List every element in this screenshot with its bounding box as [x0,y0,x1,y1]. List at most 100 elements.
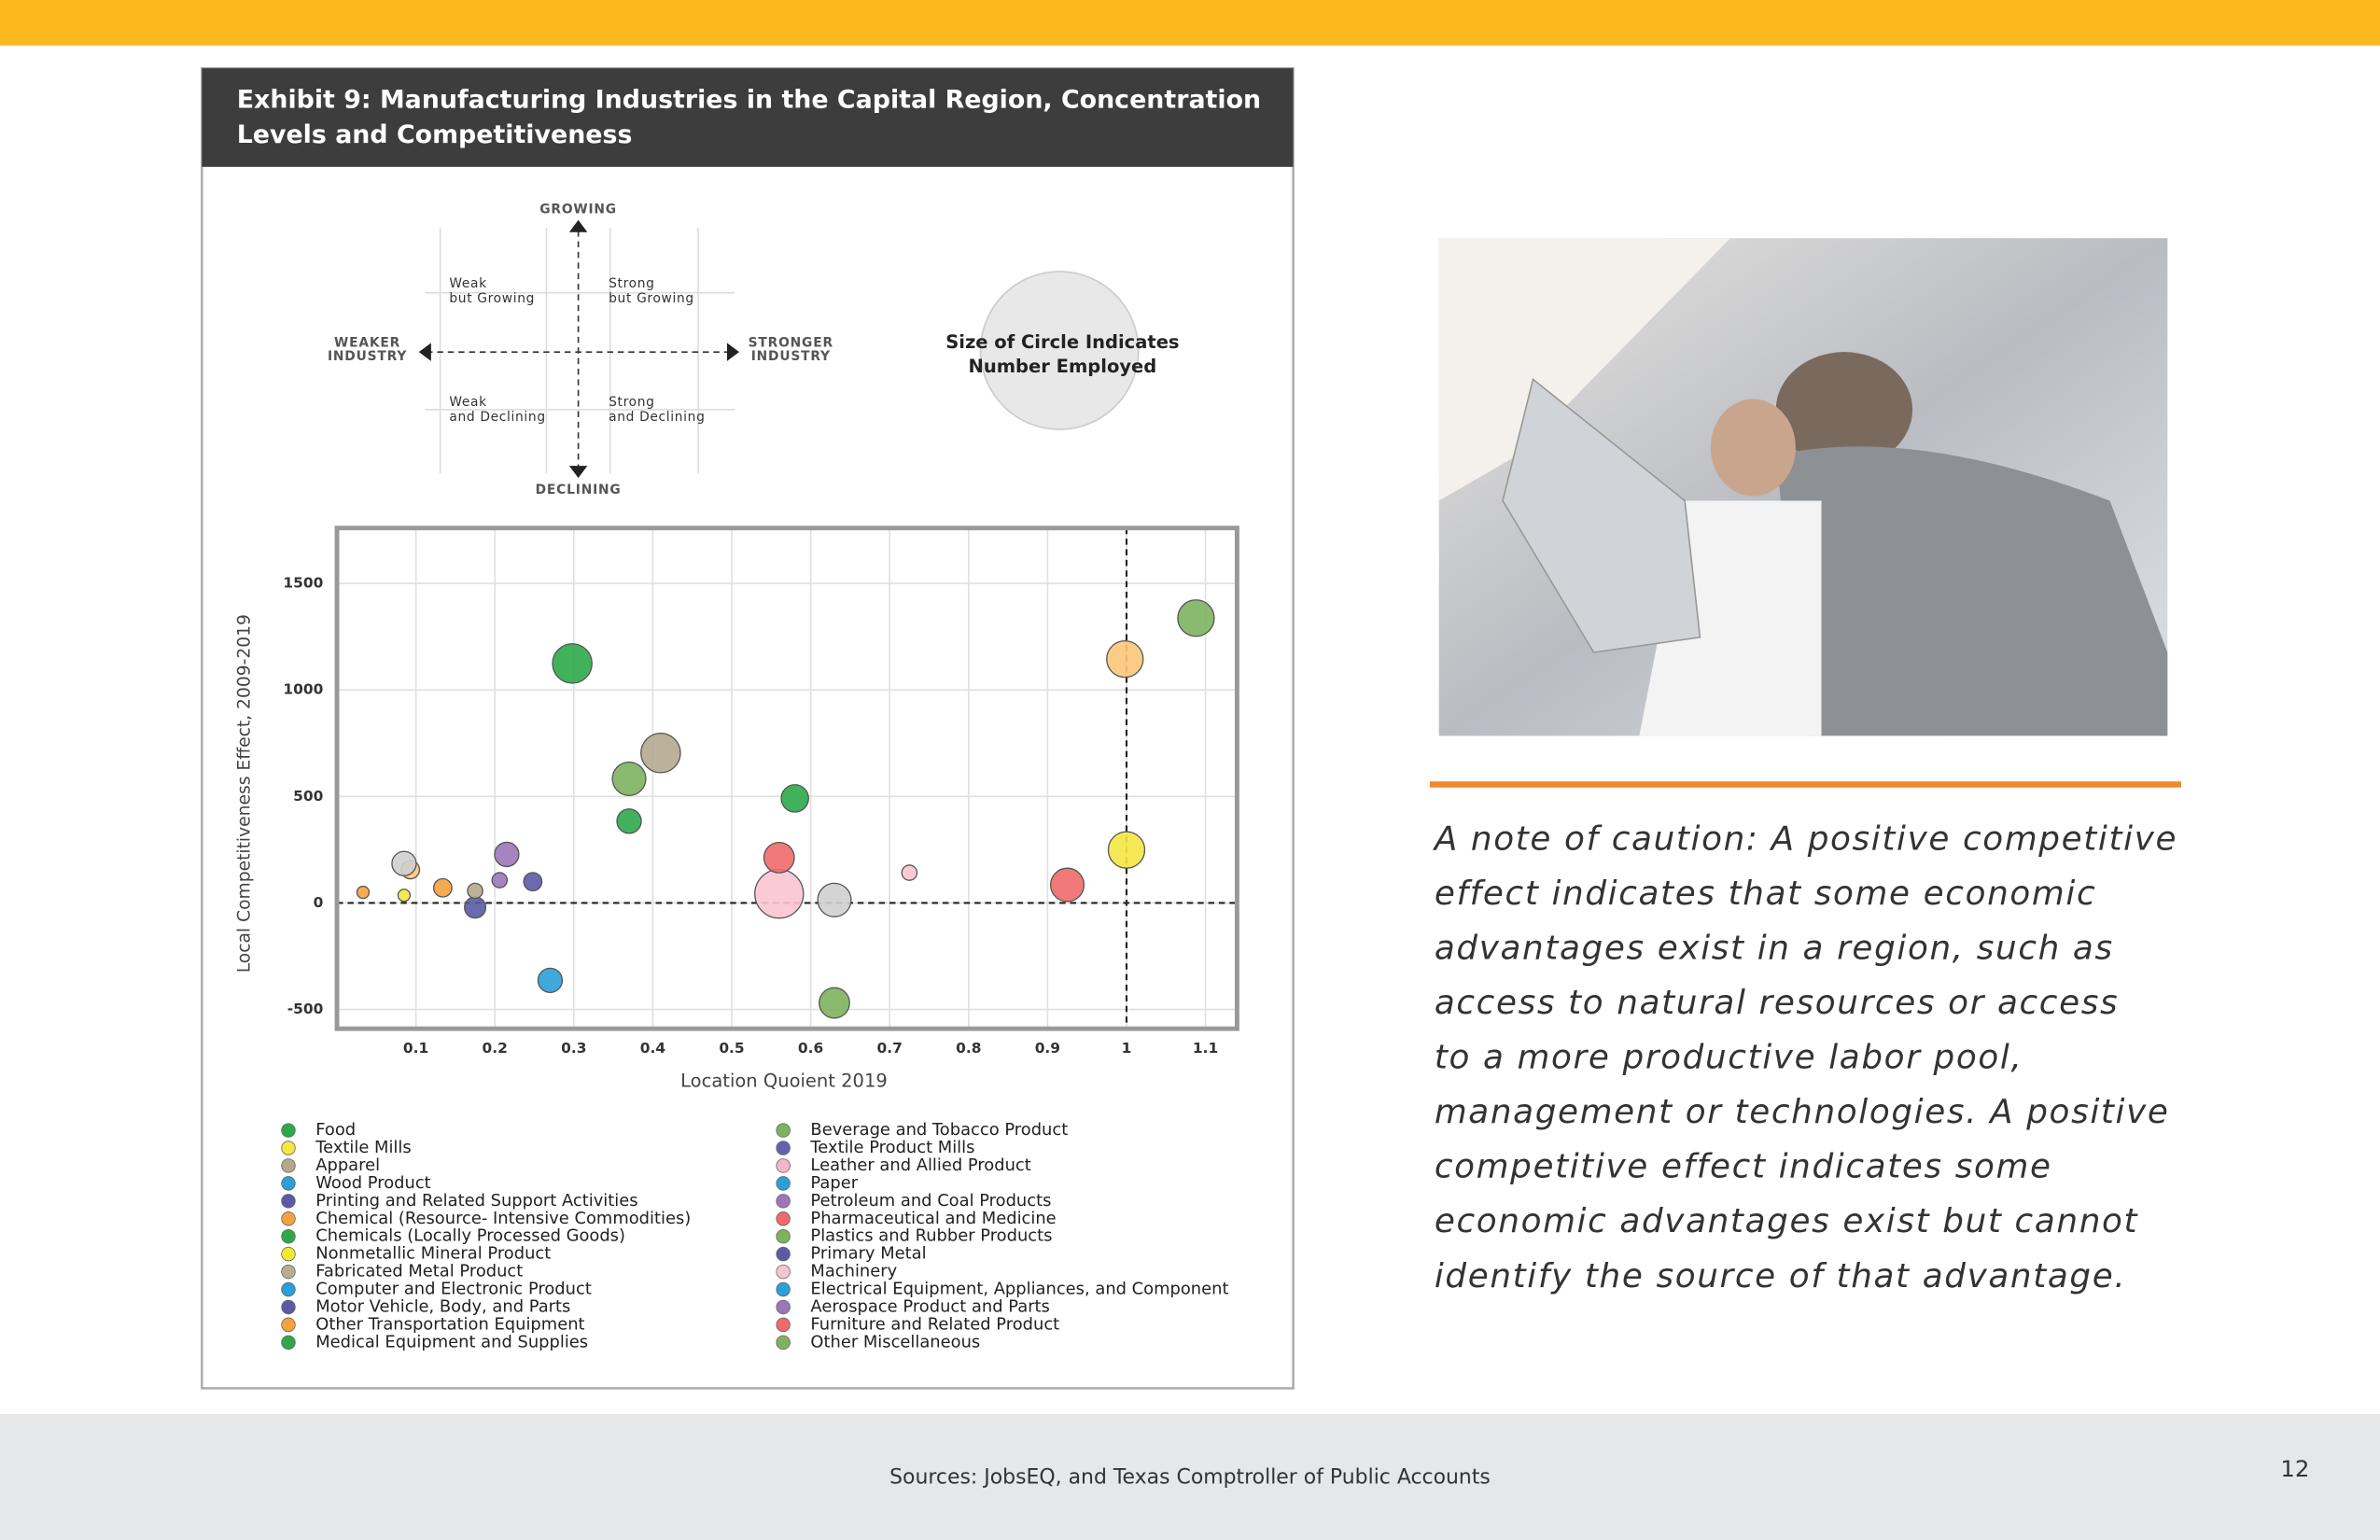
exhibit-panel [201,66,1295,1390]
note-line: identify the source of that advantage. [1435,1257,2127,1295]
legend-swatch [776,1228,791,1244]
x-tick-label: 0.5 [719,1040,744,1057]
legend-label: Computer and Electronic Product [315,1280,592,1299]
legend-label: Paper [810,1173,858,1193]
x-tick-label: 1 [1122,1040,1132,1057]
bubble [464,896,487,919]
key-label: WEAKER [334,335,400,350]
legend-label: Primary Metal [810,1244,926,1264]
legend-label: Other Transportation Equipment [315,1314,584,1334]
plot-frame [334,525,1239,1031]
x-tick-label: 0.1 [403,1040,428,1057]
legend-swatch [776,1176,791,1191]
bubble [817,882,852,917]
quadrant-label: and Declining [609,410,705,425]
legend-label: Textile Product Mills [809,1138,974,1157]
footer-bar [0,1414,2380,1540]
quadrant-key [418,219,739,479]
note-line: management or technologies. A positive [1435,1093,2170,1131]
bubble [1106,639,1144,679]
photo-figure [1775,446,2168,736]
photo-figure [1775,352,1913,468]
x-axis-title: Location Quoient 2019 [680,1071,888,1092]
bubble [780,784,809,813]
size-key-label: Number Employed [969,356,1157,377]
legend-swatch [281,1264,296,1280]
legend-label: Medical Equipment and Supplies [315,1332,588,1351]
bubble [552,643,593,684]
legend-label: Fabricated Metal Product [315,1262,523,1281]
note-line: advantages exist in a region, such as [1435,930,2114,968]
legend-swatch [776,1281,791,1297]
legend-label: Motor Vehicle, Body, and Parts [315,1296,570,1316]
note-line: to a more productive labor pool, [1435,1039,2023,1077]
bubble [467,882,483,900]
bubble [432,877,453,898]
legend-label: Electrical Equipment, Appliances, and Co… [810,1280,1228,1299]
bubble [1049,867,1085,903]
bubble [754,869,805,919]
x-tick-label: 0.8 [956,1040,981,1057]
y-axis-title: Local Competitiveness Effect, 2009-2019 [234,614,254,973]
legend-swatch [281,1158,296,1173]
quadrant-label: Weak [449,395,486,410]
bubble [616,808,642,834]
legend-label: Food [315,1120,356,1140]
legend-swatch [281,1246,296,1262]
x-tick-label: 0.4 [640,1040,666,1057]
size-key-label: Size of Circle Indicates [945,331,1179,353]
bubble [391,850,417,876]
legend-swatch [776,1317,791,1333]
note-line: competitive effect indicates some [1435,1148,2052,1186]
legend-label: Other Miscellaneous [810,1332,980,1351]
bubble [537,967,564,994]
legend-swatch [281,1123,296,1138]
exhibit-header [202,68,1294,167]
legend-swatch [281,1228,296,1244]
legend-swatch [281,1299,296,1315]
source-note: Sources: JobsEQ, and Texas Comptroller o… [889,1465,1491,1489]
quadrant-label: Strong [609,395,654,410]
key-label: INDUSTRY [328,349,407,364]
legend-label: Pharmaceutical and Medicine [810,1209,1056,1228]
legend-swatch [776,1123,791,1138]
legend-swatch [776,1158,791,1173]
y-tick-label: 500 [293,788,323,805]
bubble [611,761,647,796]
x-tick-label: 0.7 [877,1040,903,1057]
x-tick-label: 0.3 [561,1040,586,1057]
title-box: Exhibit 9: Manufacturing Industries in t… [236,85,1262,149]
note: A note of caution: A positive competitiv… [1433,820,2177,1295]
note-line: access to natural resources or access [1435,984,2119,1022]
legend-label: Wood Product [315,1173,430,1193]
y-tick-label: 1500 [283,575,323,592]
note-line: effect indicates that some economic [1435,875,2096,913]
quadrant-label: but Growing [449,291,535,306]
legend-label: Textile Mills [315,1138,411,1157]
bubble [491,872,509,889]
legend-swatch [776,1264,791,1280]
exhibit-title: Exhibit 9: Manufacturing Industries in t… [236,85,1262,149]
page-number: 12 [2280,1455,2309,1482]
legend-swatch [281,1176,296,1191]
legend-swatch [776,1211,791,1226]
quadrant-label: and Declining [449,410,545,425]
legend-swatch [776,1194,791,1209]
legend-swatch [281,1141,296,1155]
bubble [494,841,520,868]
y-tick-label: 0 [314,894,324,911]
bubble-chart: 0.1 0.2 0.3 0.4 0.5 0.6 0.7 0.8 0.9 1 1.1 -500 0 500 1… [234,525,1239,1351]
legend-label: Nonmetallic Mineral Product [315,1244,551,1264]
legend-label: Machinery [810,1262,897,1281]
bubble [763,841,795,874]
y-tick-label: 1000 [283,681,323,698]
legend-swatch [281,1281,296,1297]
key-label: DECLINING [536,483,622,497]
note-line: A note of caution: A positive competitiv… [1433,820,2177,859]
bubble [397,889,412,903]
x-tick-label: 0.6 [798,1040,823,1057]
bubble [640,732,681,774]
photo-figure [1710,399,1796,497]
legend-label: Aerospace Product and Parts [810,1296,1049,1316]
